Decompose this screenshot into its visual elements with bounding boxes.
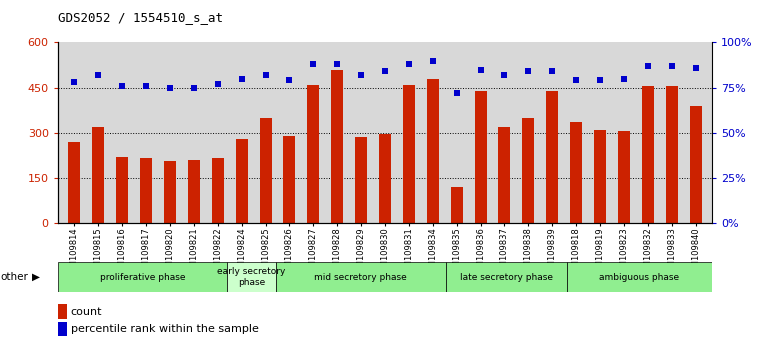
Bar <box>259 118 272 223</box>
Point <box>307 61 320 67</box>
Bar <box>570 122 582 223</box>
Point <box>92 72 105 78</box>
Bar <box>58 262 227 292</box>
Bar <box>474 91 487 223</box>
Point <box>522 69 534 74</box>
Bar <box>188 160 200 223</box>
Point <box>283 78 296 83</box>
Bar <box>618 131 630 223</box>
Bar <box>498 127 511 223</box>
Point <box>236 76 248 81</box>
Point <box>450 90 463 96</box>
Text: GDS2052 / 1554510_s_at: GDS2052 / 1554510_s_at <box>58 11 223 24</box>
Bar <box>446 262 567 292</box>
Text: early secretory
phase: early secretory phase <box>217 267 286 287</box>
Point <box>546 69 558 74</box>
Bar <box>283 136 296 223</box>
Bar <box>227 262 276 292</box>
Bar <box>522 118 534 223</box>
Text: other: other <box>1 272 28 282</box>
Bar <box>379 134 391 223</box>
Point <box>594 78 606 83</box>
Bar <box>307 85 320 223</box>
Point <box>355 72 367 78</box>
Point <box>618 76 630 81</box>
Point <box>474 67 487 73</box>
Point <box>212 81 224 87</box>
Point <box>427 58 439 63</box>
Text: late secretory phase: late secretory phase <box>460 273 553 281</box>
Bar <box>427 79 439 223</box>
Point <box>69 79 81 85</box>
Point <box>689 65 701 70</box>
Text: percentile rank within the sample: percentile rank within the sample <box>71 324 259 334</box>
Bar <box>164 161 176 223</box>
Bar <box>236 139 248 223</box>
Point <box>259 72 272 78</box>
Text: count: count <box>71 307 102 316</box>
Bar <box>403 85 415 223</box>
Bar <box>92 127 104 223</box>
Point <box>164 85 176 91</box>
Bar <box>450 187 463 223</box>
Point <box>331 61 343 67</box>
Text: mid secretory phase: mid secretory phase <box>314 273 407 281</box>
Point <box>116 83 129 88</box>
Text: ambiguous phase: ambiguous phase <box>600 273 680 281</box>
Bar <box>331 70 343 223</box>
Bar <box>666 86 678 223</box>
Point <box>570 78 582 83</box>
Bar <box>690 105 701 223</box>
Point <box>188 85 200 91</box>
Bar <box>212 158 224 223</box>
Bar <box>116 157 129 223</box>
Point <box>498 72 511 78</box>
Bar <box>594 130 606 223</box>
Point <box>140 83 152 88</box>
Point <box>665 63 678 69</box>
Point <box>641 63 654 69</box>
Bar <box>567 262 712 292</box>
Point <box>403 61 415 67</box>
Bar <box>641 86 654 223</box>
Point <box>379 69 391 74</box>
Bar <box>69 142 80 223</box>
Bar <box>140 158 152 223</box>
Bar <box>276 262 446 292</box>
Text: ▶: ▶ <box>32 272 40 282</box>
Text: proliferative phase: proliferative phase <box>100 273 186 281</box>
Bar <box>546 91 558 223</box>
Bar <box>355 137 367 223</box>
